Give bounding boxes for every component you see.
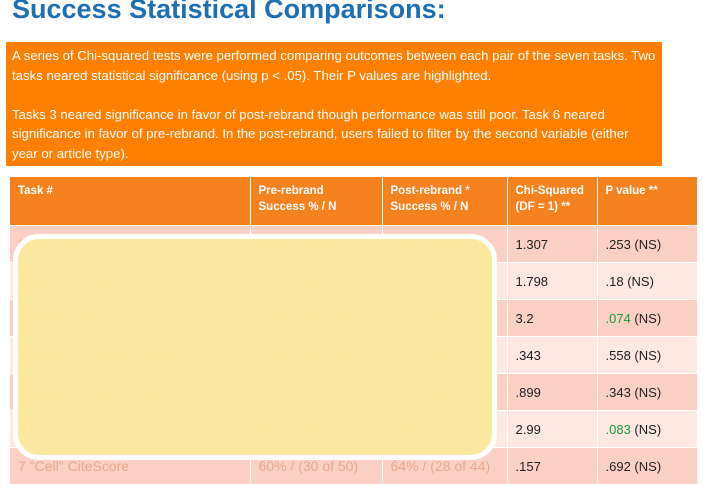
p-value: .343 (606, 385, 631, 400)
page: {"header": {"title": "Success Statistica… (0, 0, 703, 470)
p-value: .074 (606, 311, 631, 326)
p-cell: .074 (NS) (597, 300, 697, 337)
column-header: Task # (10, 177, 250, 226)
column-header: P value ** (597, 177, 697, 226)
chi-cell: .899 (507, 374, 597, 411)
column-header: Post-rebrand * Success % / N (382, 177, 507, 226)
chi-cell: .157 (507, 448, 597, 484)
p-cell: .343 (NS) (597, 374, 697, 411)
p-value: .558 (606, 348, 631, 363)
p-note: (NS) (631, 348, 661, 363)
p-note: (NS) (631, 311, 661, 326)
chi-cell: 1.798 (507, 263, 597, 300)
column-header: Pre-rebrand Success % / N (250, 177, 382, 226)
p-cell: .18 (NS) (597, 263, 697, 300)
p-value: .692 (606, 459, 631, 474)
p-note: (NS) (631, 385, 661, 400)
p-value: .18 (606, 274, 624, 289)
title: Success Statistical Comparisons: (12, 0, 446, 25)
p-note: (NS) (631, 237, 661, 252)
chi-cell: 3.2 (507, 300, 597, 337)
p-cell: .253 (NS) (597, 226, 697, 263)
intro-box: A series of Chi-squared tests were perfo… (6, 42, 662, 166)
intro-text: A series of Chi-squared tests were perfo… (12, 46, 656, 85)
p-value: .083 (606, 422, 631, 437)
p-cell: .083 (NS) (597, 411, 697, 448)
intro-text: Tasks 3 neared significance in favor of … (12, 105, 656, 164)
highlight-overlay (13, 234, 497, 460)
p-note: (NS) (631, 422, 661, 437)
p-note: (NS) (624, 274, 654, 289)
p-cell: .558 (NS) (597, 337, 697, 374)
chi-cell: .343 (507, 337, 597, 374)
chi-cell: 2.99 (507, 411, 597, 448)
p-note: (NS) (631, 459, 661, 474)
p-value: .253 (606, 237, 631, 252)
column-header: Chi-Squared (DF = 1) ** (507, 177, 597, 226)
chi-cell: 1.307 (507, 226, 597, 263)
p-cell: .692 (NS) (597, 448, 697, 484)
